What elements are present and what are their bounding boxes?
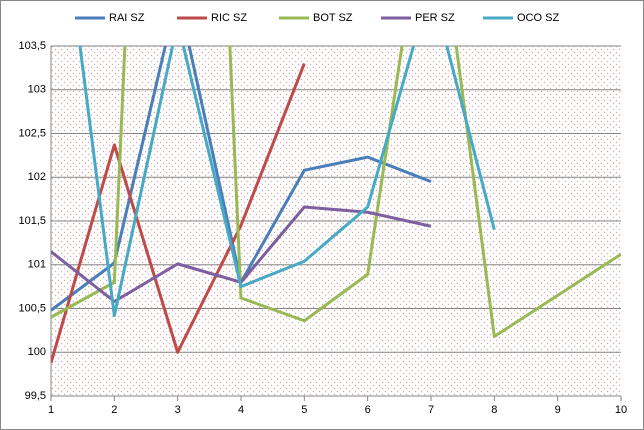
series-line <box>51 62 306 364</box>
y-tick-label: 102 <box>28 171 46 183</box>
y-tick-label: 103 <box>28 84 46 96</box>
x-tick-label: 3 <box>175 404 181 416</box>
y-tick-label: 102,5 <box>18 127 46 139</box>
y-tick-label: 100 <box>28 346 46 358</box>
x-tick-label: 5 <box>301 404 307 416</box>
legend-label: RAI SZ <box>109 12 145 24</box>
legend-label: BOT SZ <box>313 12 353 24</box>
y-tick-label: 101 <box>28 259 46 271</box>
series-line <box>78 46 496 317</box>
x-tick-label: 4 <box>238 404 244 416</box>
y-tick-label: 99,5 <box>25 390 46 402</box>
y-tick-label: 103,5 <box>18 40 46 52</box>
y-tick-label: 101,5 <box>18 215 46 227</box>
x-tick-label: 6 <box>365 404 371 416</box>
x-tick-label: 7 <box>428 404 434 416</box>
y-tick-label: 100,5 <box>18 302 46 314</box>
x-tick-label: 1 <box>48 404 54 416</box>
x-tick-label: 2 <box>111 404 117 416</box>
x-tick-label: 10 <box>615 404 627 416</box>
legend-label: RIC SZ <box>211 12 247 24</box>
legend-label: PER SZ <box>415 12 455 24</box>
x-tick-label: 8 <box>491 404 497 416</box>
series-line <box>51 46 621 338</box>
legend-label: OCO SZ <box>517 12 559 24</box>
x-tick-label: 9 <box>555 404 561 416</box>
